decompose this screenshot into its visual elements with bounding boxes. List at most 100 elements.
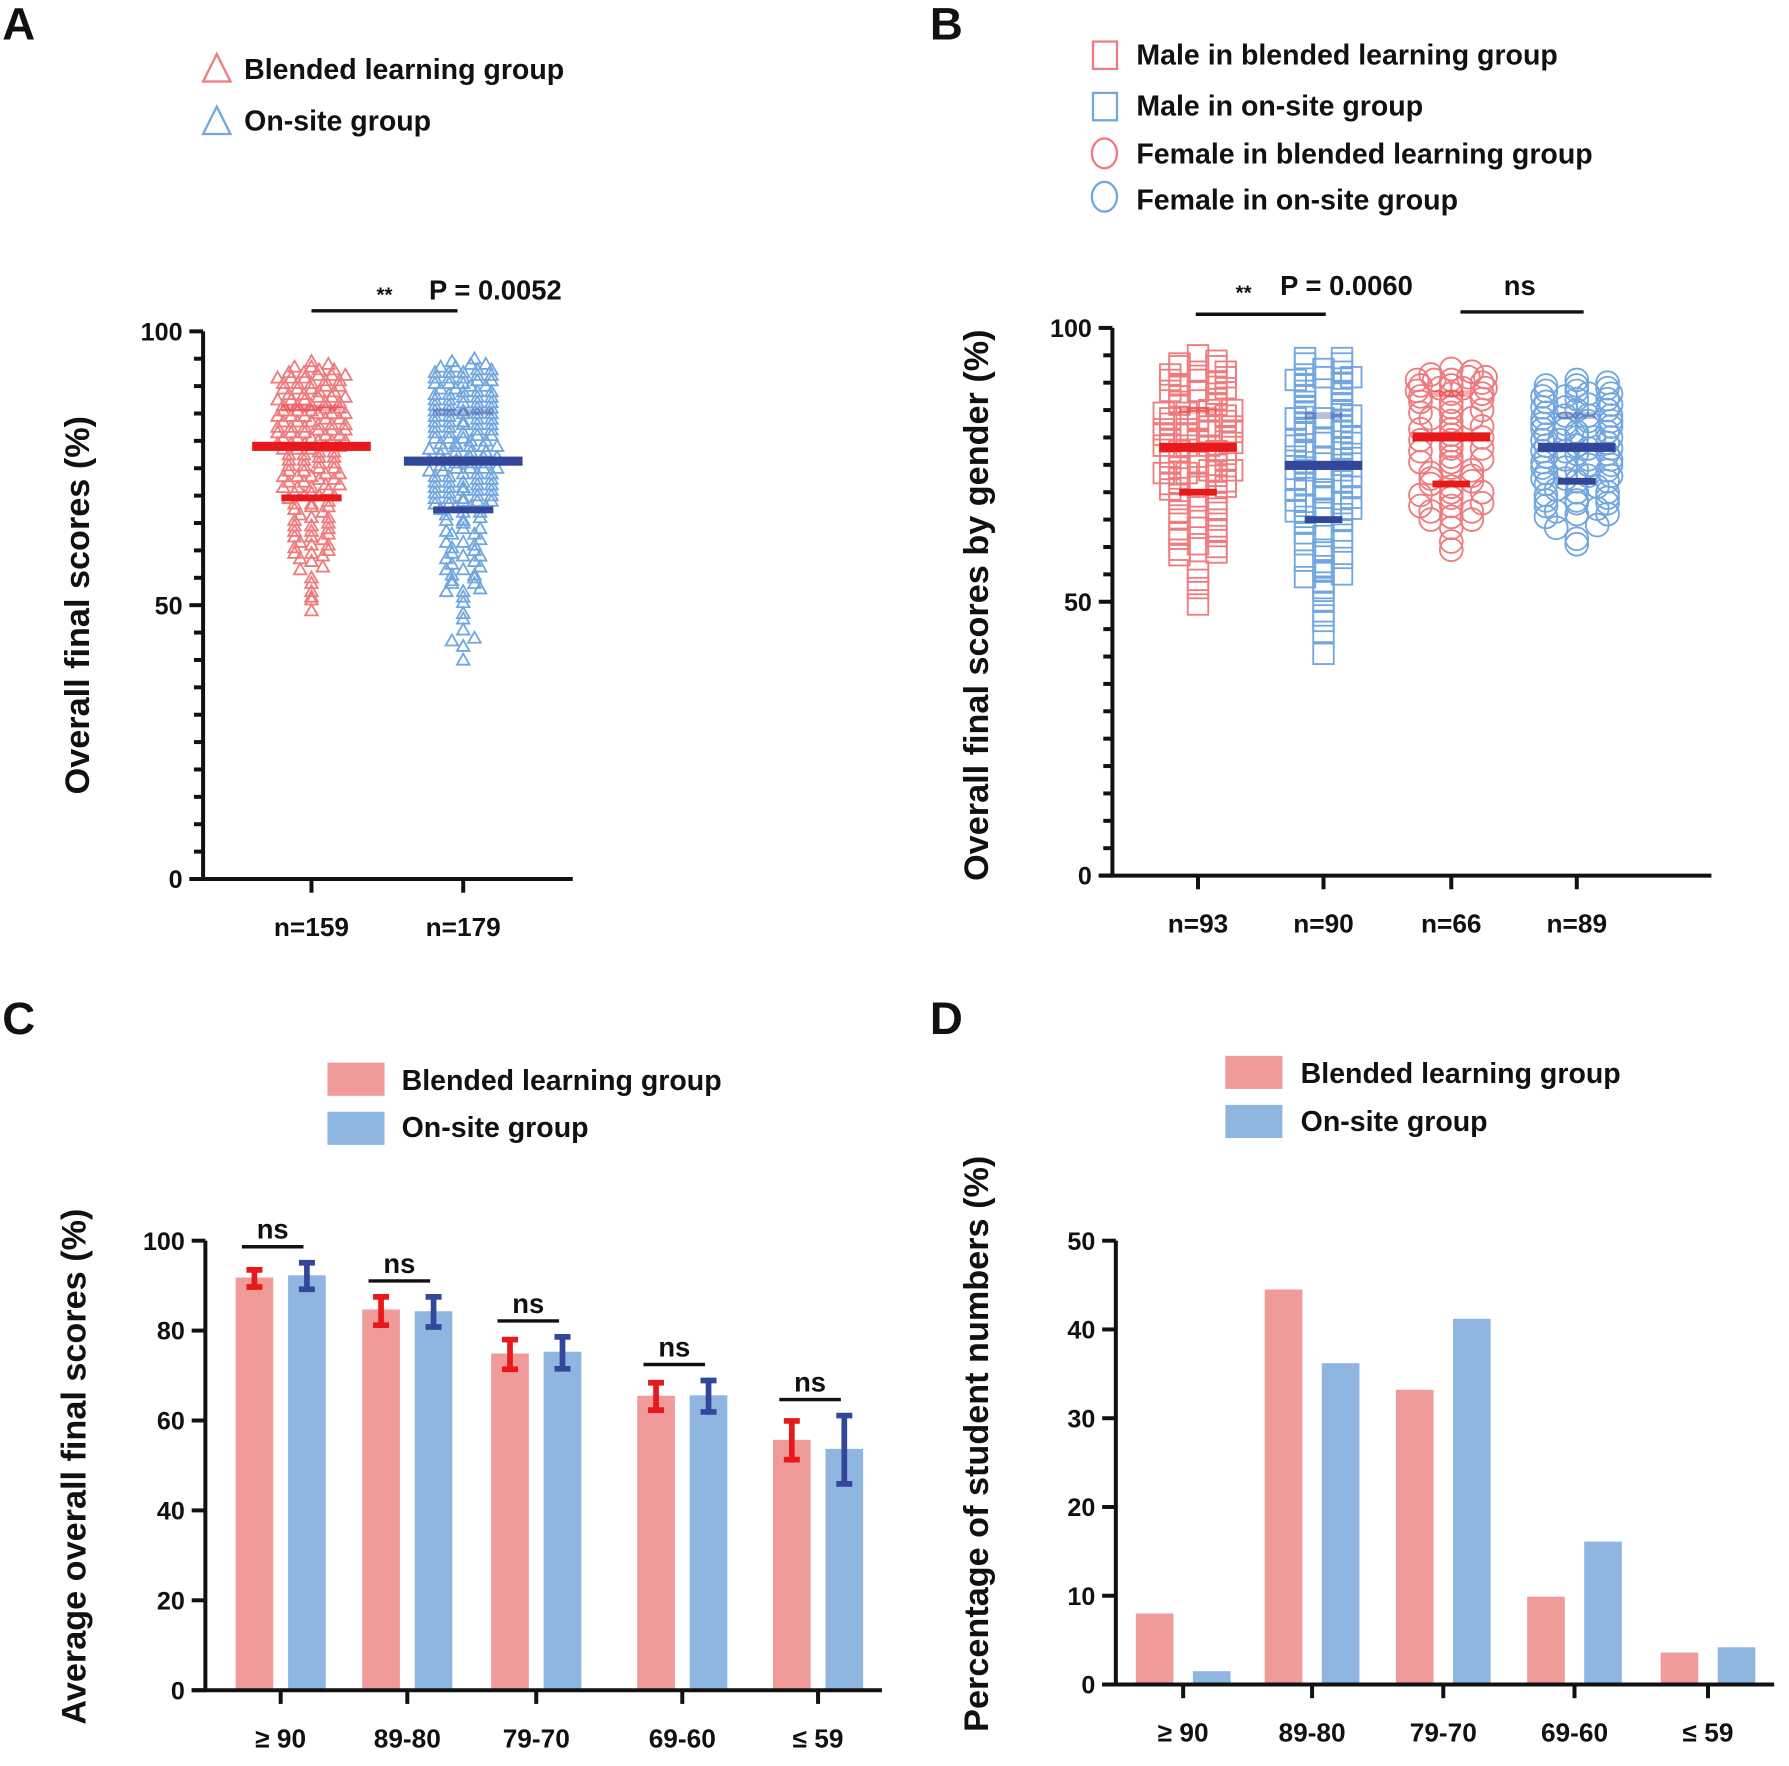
y-tick-label: 50 (1067, 1228, 1095, 1256)
quartile-line (1432, 480, 1471, 488)
quartile-line (1304, 516, 1343, 524)
data-point-triangle (303, 498, 320, 513)
data-point-circle (1421, 367, 1447, 393)
error-bar (298, 1259, 315, 1293)
quartile-line (1432, 390, 1471, 398)
legend-item-female-onsite: Female in on-site group (1090, 180, 1458, 216)
x-category-label: 79-70 (503, 1723, 570, 1753)
data-point-circle (1595, 441, 1620, 467)
data-point-circle (1564, 373, 1590, 398)
y-tick-label: 100 (143, 1228, 185, 1256)
y-tick-label: 0 (1081, 1672, 1095, 1700)
data-point-triangle (421, 462, 438, 477)
data-point-square (1168, 500, 1191, 523)
data-point-triangle (472, 520, 489, 535)
median-line (403, 456, 523, 466)
ns-label: ns (794, 1367, 826, 1398)
bar-onsite (689, 1395, 728, 1691)
legend-item-female-blended: Female in blended learning group (1090, 137, 1593, 171)
panel-c-bar-chart: Blended learning group On-site group nsn… (56, 1062, 882, 1753)
data-point-triangle (455, 413, 472, 428)
y-tick-label: 40 (157, 1498, 185, 1526)
data-point-triangle (337, 388, 354, 403)
error-bar (425, 1294, 442, 1330)
data-point-triangle (455, 416, 472, 431)
data-point-circle (1438, 529, 1464, 554)
data-point-triangle (466, 569, 483, 584)
data-point-square (1312, 366, 1335, 389)
panel-letter-b: B (930, 0, 963, 49)
data-point-circle (1469, 490, 1495, 516)
data-point-triangle (455, 493, 472, 507)
data-point-triangle (303, 495, 320, 510)
legend-label: On-site group (244, 106, 431, 138)
bar-onsite (825, 1448, 864, 1691)
data-point-triangle (477, 356, 494, 370)
x-category-label: ≤ 59 (793, 1723, 844, 1753)
ns-label: ns (257, 1214, 289, 1245)
bar-blended (772, 1439, 811, 1691)
data-point-triangle (438, 583, 455, 598)
data-point-square (1312, 604, 1335, 627)
median-line (1159, 442, 1237, 452)
data-point-triangle (292, 561, 309, 576)
panel-letter-c: C (2, 993, 35, 1044)
data-point-square (1186, 407, 1210, 430)
data-point-square (1284, 368, 1307, 392)
data-point-triangle (314, 558, 331, 573)
data-point-triangle (303, 509, 320, 524)
quartile-line (433, 408, 494, 416)
data-point-square (1159, 407, 1182, 430)
data-point-square (1312, 554, 1335, 578)
data-point-square (1330, 346, 1354, 370)
data-point-triangle (466, 350, 483, 365)
quartile-line (1304, 412, 1343, 419)
data-point-triangle (444, 575, 460, 589)
bar-onsite (288, 1275, 326, 1691)
quartile-line (1557, 477, 1596, 485)
legend-label: Female in blended learning group (1136, 139, 1592, 171)
data-point-square (1186, 344, 1210, 367)
panel-a-legend: Blended learning group On-site group (201, 51, 564, 138)
legend-swatch (327, 1062, 385, 1096)
data-point-circle (1595, 386, 1620, 412)
bars (1135, 1289, 1756, 1685)
quartile-line (1179, 406, 1217, 414)
panel-letter-d: D (930, 993, 963, 1044)
data-point-square (1186, 533, 1210, 556)
y-axis-title: Overall final scores (%) (59, 416, 97, 794)
bar-blended (1395, 1389, 1434, 1685)
significance-bracket: ** P = 0.0052 (311, 274, 562, 313)
legend-label: Female in on-site group (1136, 184, 1458, 216)
data-point-triangle (303, 583, 320, 598)
x-category-label: n=90 (1293, 909, 1354, 939)
bars: ns ns ns ns ns (235, 1214, 864, 1691)
data-point-square (1205, 541, 1228, 564)
data-points (252, 350, 523, 666)
bar-onsite (1321, 1363, 1360, 1685)
data-point-square (1312, 642, 1335, 665)
data-point-square (1186, 560, 1210, 583)
panel-b-legend: Male in blended learning group Male in o… (1090, 39, 1593, 216)
y-axis-title: Average overall final scores (%) (56, 1209, 94, 1725)
quartile-line (1557, 412, 1596, 419)
y-tick-label: 100 (1050, 315, 1092, 343)
data-point-circle (1438, 373, 1464, 398)
bar-blended (1660, 1652, 1699, 1685)
error-bar (373, 1294, 390, 1329)
bar-blended (1527, 1596, 1565, 1685)
legend-item-blended: Blended learning group (327, 1062, 722, 1097)
data-point-triangle (455, 605, 472, 620)
legend-item-blended: Blended learning group (201, 51, 564, 86)
data-point-triangle (489, 460, 505, 474)
y-tick-label: 20 (1067, 1494, 1095, 1522)
data-point-square (1293, 346, 1317, 370)
data-point-circle (1564, 386, 1590, 412)
data-point-circle (1438, 400, 1464, 426)
data-point-square (1186, 568, 1210, 592)
data-point-triangle (286, 358, 303, 373)
significance-brackets: ** P = 0.0060 ns (1195, 270, 1584, 316)
legend-label: Male in blended learning group (1136, 39, 1557, 71)
legend-label: On-site group (1301, 1106, 1488, 1138)
significance-stars: ** (377, 284, 393, 307)
